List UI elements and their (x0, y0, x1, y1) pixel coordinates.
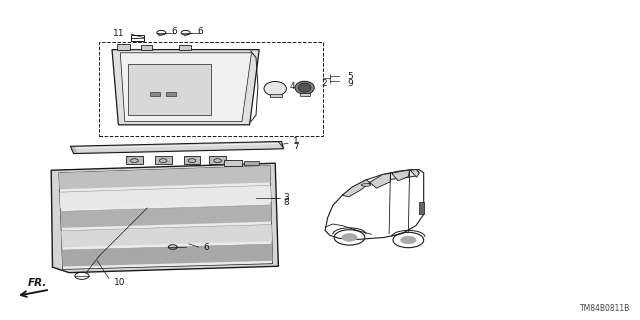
Polygon shape (59, 166, 271, 189)
Text: 6: 6 (172, 28, 177, 36)
Ellipse shape (298, 83, 311, 92)
Text: 10: 10 (114, 278, 125, 287)
Polygon shape (112, 50, 259, 125)
Circle shape (342, 234, 357, 241)
Bar (131, 35, 144, 41)
Ellipse shape (264, 82, 287, 96)
Polygon shape (51, 163, 278, 273)
Ellipse shape (361, 184, 371, 186)
Bar (128, 64, 211, 115)
Text: 1: 1 (293, 137, 299, 146)
Bar (184, 156, 200, 164)
Polygon shape (325, 170, 424, 239)
Polygon shape (70, 141, 284, 154)
Text: TM84B0811B: TM84B0811B (580, 304, 630, 313)
Polygon shape (76, 143, 281, 152)
Bar (179, 45, 191, 50)
Bar (99, 42, 323, 136)
Polygon shape (120, 53, 252, 122)
Bar (419, 202, 424, 214)
Bar (209, 156, 226, 164)
Bar (155, 156, 172, 164)
Polygon shape (60, 205, 271, 228)
Bar (300, 93, 310, 96)
Polygon shape (60, 185, 271, 209)
Polygon shape (342, 180, 370, 197)
Text: 2: 2 (321, 79, 327, 88)
Text: FR.: FR. (28, 278, 47, 288)
Bar (224, 160, 242, 166)
Bar (126, 156, 143, 164)
Text: 11: 11 (113, 29, 125, 38)
Circle shape (401, 236, 416, 244)
Ellipse shape (295, 81, 314, 94)
Polygon shape (59, 166, 273, 269)
Polygon shape (62, 244, 273, 267)
Polygon shape (370, 173, 390, 188)
Polygon shape (410, 170, 419, 177)
Polygon shape (342, 170, 419, 195)
Bar (244, 161, 259, 165)
Text: 7: 7 (293, 142, 299, 151)
Polygon shape (392, 170, 410, 181)
Text: 6: 6 (204, 243, 209, 252)
Text: 8: 8 (283, 198, 289, 207)
Bar (166, 92, 176, 96)
Text: 5: 5 (347, 72, 353, 81)
Text: 4: 4 (289, 82, 295, 91)
Text: 9: 9 (347, 79, 353, 88)
Polygon shape (61, 225, 272, 247)
Text: 6: 6 (197, 28, 203, 36)
Text: 3: 3 (283, 193, 289, 202)
Bar (150, 92, 160, 96)
Bar (270, 94, 282, 97)
Bar (117, 44, 130, 50)
Bar (141, 45, 152, 50)
